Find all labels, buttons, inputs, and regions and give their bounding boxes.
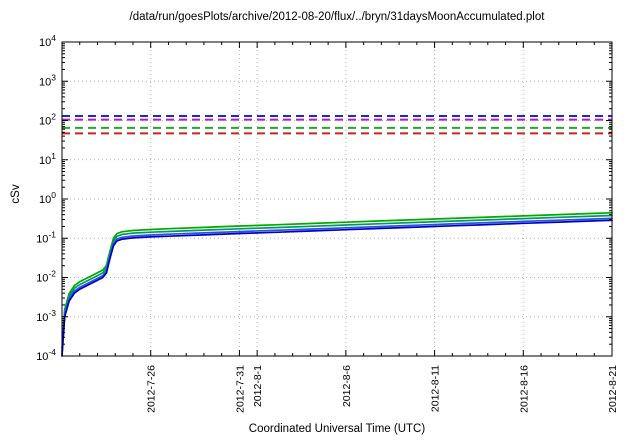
x-tick-label: 2012-7-31 (234, 365, 246, 413)
accumulated-dose-blue-lower-curve (61, 219, 613, 357)
y-axis-label: cSv (10, 184, 22, 204)
accumulated-dose-green-lower-curve (61, 214, 613, 353)
accumulated-dose-blue-upper-curve (61, 217, 613, 355)
x-tick-label: 2012-8-21 (607, 365, 619, 413)
y-tick-label: 10-1 (36, 229, 56, 245)
y-tick-label: 10-3 (36, 308, 56, 324)
y-tick-label: 10-4 (36, 347, 56, 363)
x-axis-label: Coordinated Universal Time (UTC) (248, 423, 426, 435)
x-tick-label: 2012-7-26 (146, 365, 158, 413)
y-tick-label: 101 (39, 151, 56, 167)
x-tick-label: 2012-8-6 (341, 365, 353, 407)
y-tick-label: 103 (39, 72, 56, 88)
x-tick-label: 2012-8-11 (430, 365, 442, 412)
y-tick-label: 102 (39, 112, 56, 128)
y-tick-label: 10-2 (36, 269, 56, 285)
y-tick-label: 104 (39, 33, 56, 49)
x-tick-label: 2012-8-16 (518, 365, 530, 413)
x-tick-label: 2012-8-1 (252, 365, 264, 407)
accumulated-dose-green-upper-curve (61, 211, 613, 350)
y-tick-label: 100 (39, 190, 56, 206)
plot-title: /data/run/goesPlots/archive/2012-08-20/f… (129, 11, 545, 23)
plot-border (61, 41, 613, 357)
